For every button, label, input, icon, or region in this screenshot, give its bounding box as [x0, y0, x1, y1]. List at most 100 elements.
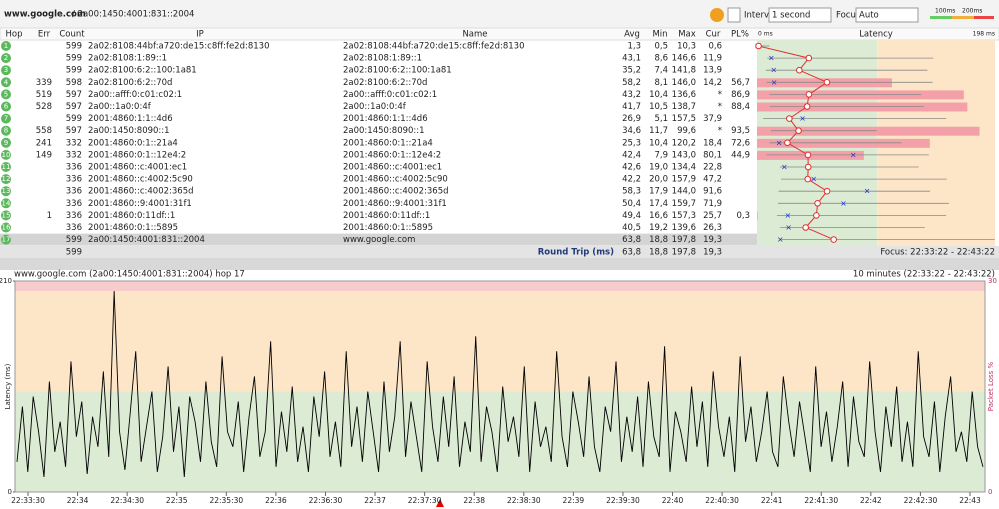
splitter	[0, 258, 999, 270]
min: 10,4	[649, 138, 668, 148]
min: 8,1	[654, 78, 668, 88]
x-tick-label: 22:35	[166, 496, 188, 505]
host: www.google.com	[4, 10, 86, 20]
x-tick-label: 22:39:30	[606, 496, 640, 505]
cur-mark: ×	[799, 114, 806, 123]
count: 332	[66, 150, 82, 160]
hop: 3	[4, 66, 8, 74]
ip: 2a02:8108:1:89::1	[88, 54, 167, 64]
hop-badge	[1, 162, 11, 172]
sum-max: 197,8	[672, 248, 696, 258]
loss-bar	[757, 211, 758, 221]
max: 134,4	[672, 163, 696, 173]
plot-frame	[14, 280, 986, 493]
interval-select[interactable]	[768, 7, 832, 23]
err: 558	[36, 126, 52, 136]
x-tick-label: 22:42	[860, 496, 882, 505]
hop-badge	[1, 198, 11, 209]
avg-point	[823, 79, 831, 86]
max: 146,6	[672, 54, 696, 64]
pl: 86,9	[731, 90, 750, 100]
avg: 26,9	[622, 114, 641, 124]
avg: 58,2	[622, 78, 641, 88]
x-tick-label: 22:34:30	[110, 496, 144, 505]
cur: 71,9	[703, 199, 722, 209]
focus-select[interactable]	[855, 7, 919, 23]
max: 159,7	[672, 199, 696, 209]
sum-min: 18,8	[649, 248, 668, 258]
name: 2a00::afff:0:c01:c02:1	[343, 90, 437, 100]
cur: 25,7	[703, 211, 722, 221]
time-marker[interactable]	[436, 499, 444, 507]
x-tick-label: 22:40:30	[705, 496, 739, 505]
count: 336	[66, 163, 82, 173]
cur: 47,2	[703, 175, 722, 185]
scale-orange	[952, 16, 974, 19]
ip: 2a00::afff:0:c01:c02:1	[88, 90, 182, 100]
avg: 41,7	[622, 102, 641, 112]
avg: 35,2	[622, 66, 641, 76]
chart-title: www.google.com (2a00:1450:4001:831::2004…	[14, 270, 245, 280]
ip: 2a02:8108:44bf:a720:de15:c8ff:fe2d:8130	[88, 42, 269, 52]
err: 1	[47, 211, 52, 221]
ip: 2a00::1a0:0:4f	[88, 102, 152, 112]
address: / 2a00:1450:4001:831::2004	[72, 10, 194, 20]
max: 157,5	[672, 114, 696, 124]
avg: 43,1	[622, 54, 641, 64]
column-title: IP	[196, 30, 204, 40]
cur-mark: ×	[785, 211, 792, 220]
cur: 0,6	[708, 42, 722, 52]
cur-mark: ×	[850, 150, 857, 159]
count: 336	[66, 223, 82, 233]
cur-mark: ×	[768, 54, 775, 63]
min: 0,5	[654, 42, 668, 52]
pl: 88,4	[731, 102, 750, 112]
hop: 9	[4, 139, 8, 147]
dropdown[interactable]	[727, 7, 741, 23]
avg: 42,2	[622, 175, 641, 185]
hop-badge	[1, 149, 11, 160]
x-tick-label: 22:40	[662, 496, 684, 505]
cur-mark: ×	[864, 187, 871, 196]
avg-point	[804, 151, 812, 159]
max: 136,6	[672, 90, 696, 100]
column-title: Hop	[6, 30, 23, 40]
loss-bar	[757, 126, 980, 136]
name: 2a02:8100:6:2::100:1a81	[343, 66, 452, 76]
max: 120,2	[672, 138, 696, 148]
count: 336	[66, 199, 82, 209]
pause-button[interactable]	[710, 8, 724, 22]
hop-badge	[1, 137, 11, 148]
count: 599	[66, 235, 82, 245]
hop-badge	[1, 101, 11, 112]
max: 146,0	[672, 78, 696, 88]
zone	[15, 391, 985, 492]
err: 519	[36, 90, 52, 100]
y2-label: Packet Loss %	[987, 361, 995, 411]
count: 336	[66, 187, 82, 197]
hop: 2	[4, 54, 8, 62]
ip: 2a02:8100:6:2::100:1a81	[88, 66, 197, 76]
scale-red	[974, 16, 994, 19]
avg-point	[804, 163, 812, 171]
ip: 2001:4860::9:4001:31f1	[88, 199, 192, 209]
hop-badge	[1, 210, 11, 221]
avg-point	[814, 200, 821, 207]
cur: *	[718, 102, 722, 112]
y2-tick-label: 0	[988, 488, 992, 496]
x-tick-label: 22:35:30	[209, 496, 243, 505]
interval-label: Interval	[744, 11, 777, 21]
count: 336	[66, 211, 82, 221]
hop-badge	[1, 77, 11, 88]
cur: 80,1	[703, 150, 722, 160]
ip: 2001:4860::c:4001:ec1	[88, 163, 187, 173]
column-title: Cur	[706, 30, 721, 40]
ip: 2001:4860:0:1::12e4:2	[88, 150, 186, 160]
hop-badge	[1, 125, 11, 136]
count: 597	[66, 102, 82, 112]
count: 336	[66, 175, 82, 185]
max: 10,3	[677, 42, 696, 52]
avg: 42,4	[622, 150, 641, 160]
hop: 7	[4, 115, 8, 123]
avg-point	[786, 115, 793, 122]
